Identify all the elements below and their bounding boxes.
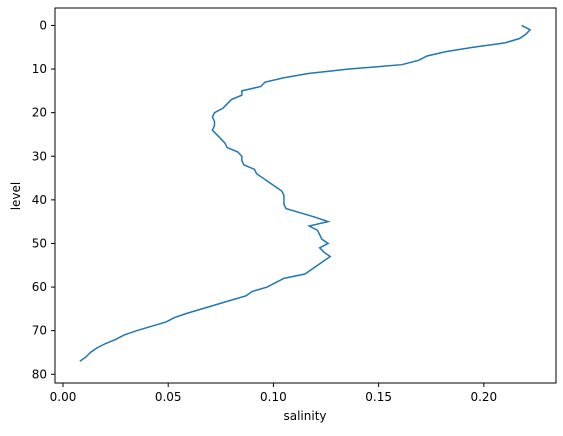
y-tick-label: 70: [32, 324, 47, 338]
x-axis-label: salinity: [283, 409, 326, 423]
y-axis-label: level: [9, 182, 23, 211]
data-line: [79, 24, 532, 362]
x-tick-label: 0.20: [470, 390, 497, 404]
y-tick-label: 80: [32, 367, 47, 381]
x-tick-label: 0.05: [155, 390, 182, 404]
y-tick-label: 0: [39, 18, 47, 32]
y-tick-label: 10: [32, 62, 47, 76]
y-tick-label: 20: [32, 106, 47, 120]
plot-frame: [54, 7, 557, 384]
x-tick-label: 0.00: [50, 390, 77, 404]
y-tick-label: 60: [32, 280, 47, 294]
y-tick-label: 50: [32, 236, 47, 250]
y-tick-label: 40: [32, 193, 47, 207]
x-tick-label: 0.15: [365, 390, 392, 404]
x-tick-label: 0.10: [260, 390, 287, 404]
y-tick-label: 30: [32, 149, 47, 163]
